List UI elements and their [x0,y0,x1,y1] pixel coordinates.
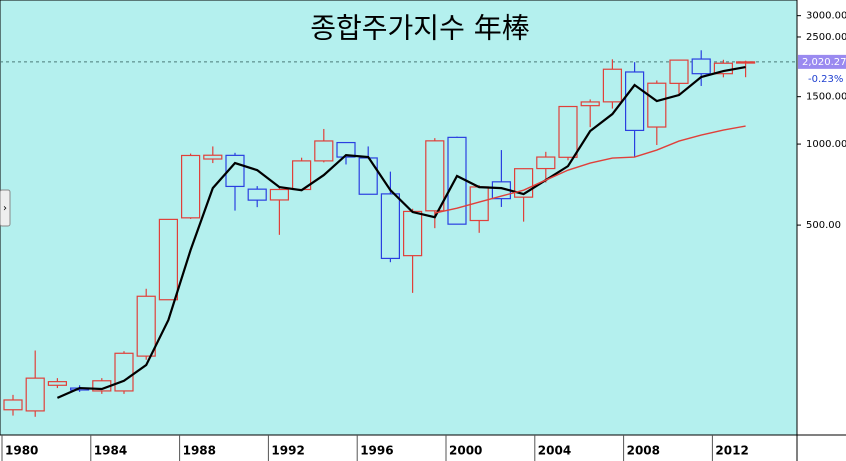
side-button-arrow: › [3,203,7,214]
candle-body [136,295,156,357]
x-tick-label: 1992 [271,444,304,458]
x-tick-label: 2000 [449,444,482,458]
candle-body [602,68,623,103]
candle-body [447,136,467,225]
candle-body [114,352,134,392]
candle-body [735,61,756,64]
candle-body [25,377,45,412]
x-tick-label: 2012 [715,444,748,458]
candle-body [558,105,578,158]
candle-body [403,210,423,257]
candle-body [314,140,334,162]
candle-body [536,156,556,170]
x-tick-label: 1980 [5,444,38,458]
candle-body [358,157,378,195]
x-tick-label: 2004 [538,444,571,458]
candle-body [47,381,68,386]
last-price-label: 2,020.27 [802,57,846,68]
candle-body [225,154,245,188]
candle-body [181,154,201,219]
candle-body [203,154,223,160]
candle-body [380,193,400,260]
candle-body [247,188,267,201]
x-tick-label: 1988 [183,444,216,458]
candle-body [3,399,23,411]
candle-body [425,140,445,212]
moving-average-line [56,65,746,399]
candle-body [580,101,600,107]
chart-title: 종합주가지수 年棒 [310,12,529,45]
candle-body [158,218,178,301]
y-tick-label: 3000.00 [806,11,846,22]
y-axis-area [797,0,846,435]
side-button[interactable] [0,189,11,227]
x-tick-label: 1996 [360,444,393,458]
candle-body [647,82,667,128]
y-tick-label: 1500.00 [806,92,846,103]
x-tick-label: 2008 [627,444,660,458]
candle-body [691,58,711,75]
candle-body [269,188,289,201]
change-label: -0.23% [808,74,843,85]
x-tick-label: 1984 [94,444,127,458]
moving-average-line [434,125,746,214]
candle-body [336,141,356,158]
candle-body [624,71,645,132]
y-tick-label: 2500.00 [806,32,846,43]
y-tick-label: 1000.00 [806,139,846,150]
last-price-box [798,54,846,69]
candle-body [669,59,689,84]
y-tick-label: 500.00 [806,220,841,231]
